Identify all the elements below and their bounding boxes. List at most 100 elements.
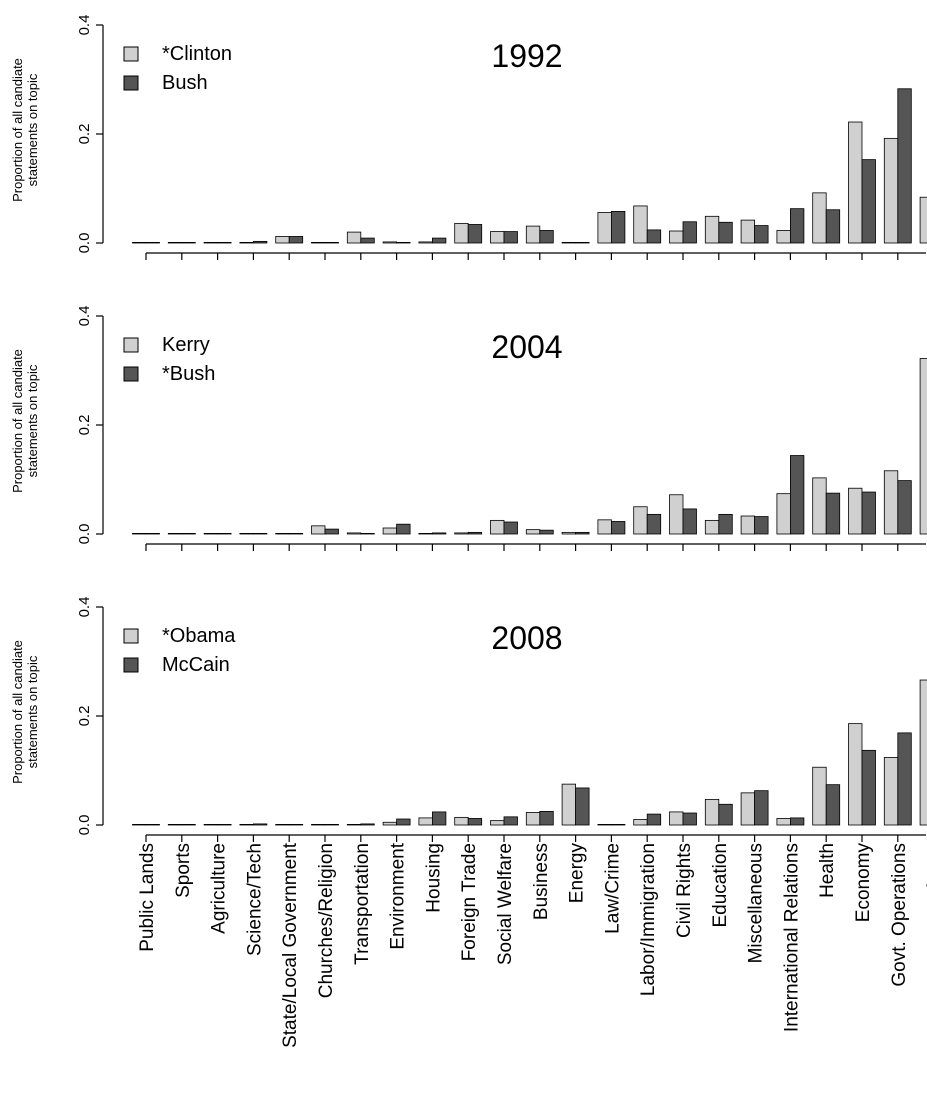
bar-2008-Obama-4 (275, 824, 290, 826)
legend-swatch (123, 366, 139, 382)
bar-1992-Bush-17 (754, 225, 769, 244)
bar-2004-Kerry-19 (812, 477, 827, 535)
x-category-label: Foreign Trade (459, 843, 480, 961)
bar-1992-Bush-12 (575, 241, 590, 244)
x-category-label: Labor/Immigration (638, 843, 659, 996)
x-category-label: Transportation (352, 843, 373, 965)
bar-2008-McCain-6 (360, 823, 375, 826)
bar-2008-McCain-7 (396, 818, 411, 826)
bar-2004-Bush-14 (646, 513, 662, 535)
bar-2008-McCain-11 (539, 810, 554, 826)
x-category-label: Health (817, 843, 838, 898)
bar-2008-Obama-5 (311, 824, 326, 826)
bar-1992-Bush-6 (360, 237, 375, 244)
bar-2008-Obama-18 (776, 818, 791, 826)
bar-1992-Clinton-13 (597, 212, 612, 244)
bar-1992-Clinton-3 (239, 241, 254, 244)
x-category-label: Agriculture (209, 843, 230, 934)
chart-title: 2008 (491, 620, 562, 656)
bar-2008-Obama-16 (704, 798, 720, 826)
bar-1992-Bush-2 (217, 241, 232, 244)
bar-2008-McCain-16 (718, 803, 733, 826)
chart-panel-2004: 0.0 0.2 0.4 Proportion of all candiate state… (10, 306, 927, 551)
bar-1992-Bush-15 (682, 221, 697, 244)
bar-1992-Clinton-0 (132, 241, 147, 244)
bar-2008-McCain-1 (181, 824, 196, 826)
bar-2004-Kerry-6 (346, 532, 362, 535)
bar-1992-Clinton-20 (848, 121, 863, 244)
bar-2004-Bush-2 (217, 533, 232, 535)
y-tick-label: 0.4 (76, 15, 93, 36)
bar-2004-Bush-17 (754, 516, 769, 535)
legend-swatch (123, 628, 139, 644)
bar-1992-Bush-7 (396, 241, 411, 244)
legend-label: Kerry (162, 334, 210, 356)
x-category-label: Defense (925, 843, 927, 914)
y-tick-label: 0.4 (76, 306, 93, 327)
x-category-label: Science/Tech (244, 843, 265, 956)
bar-2008-Obama-22 (919, 679, 927, 826)
bar-1992-Clinton-17 (740, 219, 755, 244)
bar-2004-Bush-4 (288, 533, 304, 535)
bar-1992-Clinton-6 (346, 231, 362, 244)
bar-2008-Obama-17 (740, 792, 755, 826)
bar-1992-Clinton-15 (669, 230, 684, 244)
legend-label: Bush (162, 72, 208, 94)
y-tick-label: 0.0 (76, 815, 93, 836)
bar-2004-Bush-7 (396, 523, 411, 535)
y-tick-label: 0.2 (76, 706, 93, 727)
bar-2004-Bush-11 (539, 529, 554, 535)
bar-2004-Bush-18 (790, 455, 805, 535)
bar-2004-Bush-12 (575, 531, 590, 535)
bar-2004-Kerry-0 (132, 533, 147, 535)
y-axis-label-line1: Proportion of all candiate (10, 640, 25, 784)
bar-2008-McCain-21 (897, 732, 912, 826)
x-category-label: Public Lands (137, 843, 158, 952)
bar-2004-Kerry-22 (919, 358, 927, 535)
bar-2008-Obama-20 (848, 723, 863, 826)
bar-1992-Bush-3 (252, 240, 268, 244)
bar-2008-Obama-9 (454, 816, 469, 826)
legend-label: McCain (162, 654, 230, 676)
bar-2008-McCain-12 (575, 787, 590, 826)
bar-2004-Bush-6 (360, 533, 375, 535)
bar-2004-Kerry-8 (418, 533, 433, 535)
bar-1992-Clinton-22 (919, 196, 927, 244)
bar-2004-Kerry-18 (776, 493, 791, 535)
bar-2008-McCain-18 (790, 817, 805, 826)
bar-1992-Bush-9 (467, 224, 483, 244)
bar-2004-Kerry-3 (239, 533, 254, 535)
bar-2004-Bush-16 (718, 513, 733, 535)
bar-2004-Bush-19 (825, 492, 841, 535)
bar-2004-Kerry-16 (704, 519, 720, 535)
bar-2004-Kerry-4 (275, 533, 290, 535)
bar-2004-Bush-15 (682, 508, 697, 535)
chart-panel-1992: 0.0 0.2 0.4 Proportion of all candiate state… (10, 15, 927, 260)
bar-2004-Kerry-20 (848, 487, 863, 535)
bar-2004-Kerry-15 (669, 494, 684, 535)
bar-1992-Bush-21 (897, 88, 912, 244)
bar-2004-Kerry-10 (490, 519, 505, 535)
bar-2004-Kerry-1 (167, 533, 183, 535)
x-category-label: State/Local Government (280, 842, 301, 1048)
bar-1992-Clinton-7 (382, 241, 398, 244)
y-axis-label-line2: statements on topic (25, 364, 40, 477)
bar-2008-McCain-10 (503, 816, 518, 826)
chart-title: 1992 (491, 38, 562, 74)
y-axis-label-line1: Proportion of all candiate (10, 58, 25, 202)
bar-1992-Bush-0 (145, 241, 160, 244)
bar-1992-Clinton-10 (490, 231, 505, 244)
bar-1992-Bush-16 (718, 221, 733, 244)
bar-2008-McCain-0 (145, 824, 160, 826)
bar-1992-Clinton-8 (418, 241, 433, 244)
bar-1992-Bush-8 (431, 237, 447, 244)
y-axis-label-line2: statements on topic (25, 655, 40, 768)
bar-2008-McCain-2 (217, 824, 232, 826)
bar-2008-McCain-9 (467, 818, 483, 826)
bar-2004-Kerry-7 (382, 527, 398, 535)
bar-2008-McCain-20 (861, 749, 876, 826)
bar-2004-Kerry-17 (740, 515, 755, 535)
legend-label: *Obama (162, 625, 236, 647)
bar-1992-Clinton-5 (311, 241, 326, 244)
bar-2008-McCain-17 (754, 790, 769, 826)
